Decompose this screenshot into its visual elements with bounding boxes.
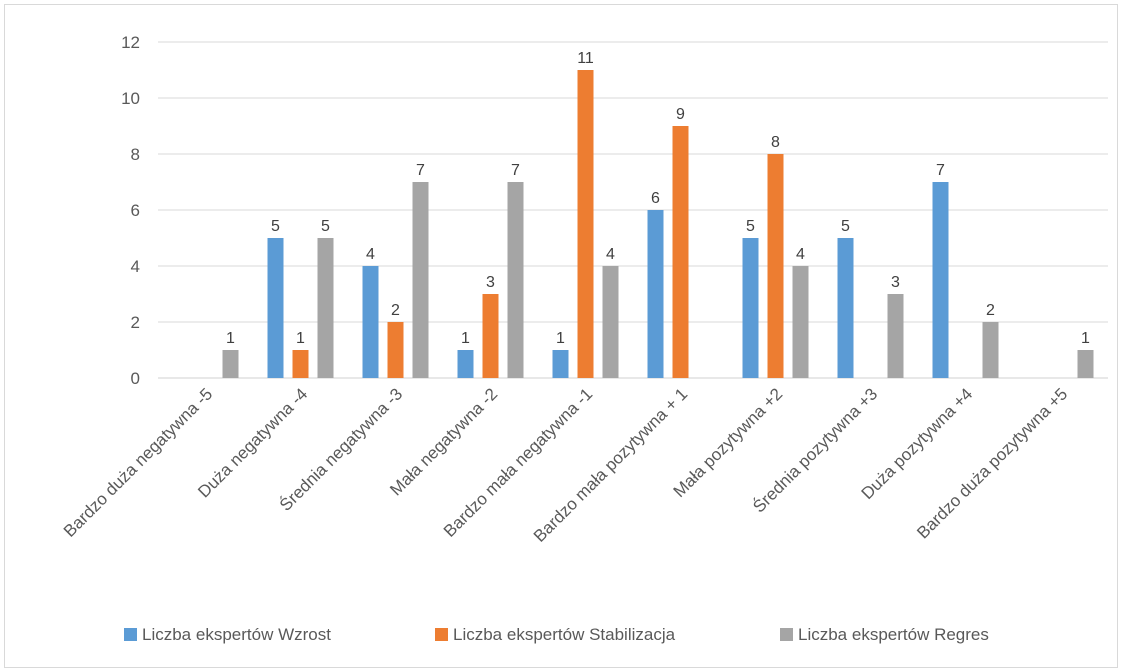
data-label: 5 [746,218,755,235]
bar [412,182,429,378]
data-label: 3 [891,274,900,291]
data-label: 4 [366,246,375,263]
bar [577,70,594,378]
data-label: 11 [577,50,594,67]
data-label: 1 [1081,330,1090,347]
y-tick-label: 12 [121,33,140,52]
y-tick-label: 2 [131,313,140,332]
legend-swatch [435,628,448,641]
y-tick-label: 4 [131,257,140,276]
bar [932,182,949,378]
bar [292,350,309,378]
data-label: 1 [461,330,470,347]
data-label: 3 [486,274,495,291]
y-tick-label: 10 [121,89,140,108]
bar [672,126,689,378]
data-label: 2 [391,302,400,319]
bar [982,322,999,378]
bar [647,210,664,378]
legend-label: Liczba ekspertów Wzrost [142,625,331,644]
bar [267,238,284,378]
data-label: 9 [676,106,685,123]
bar [887,294,904,378]
bar [482,294,499,378]
data-label: 1 [296,330,305,347]
bar [742,238,759,378]
y-tick-label: 8 [131,145,140,164]
data-label: 4 [606,246,615,263]
x-category-label: Bardzo duża negatywna -5 [60,384,216,540]
legend-label: Liczba ekspertów Stabilizacja [453,625,676,644]
data-label: 8 [771,134,780,151]
legend: Liczba ekspertów Wzrost Liczba ekspertów … [124,625,989,644]
chart-frame [4,4,1118,668]
data-label: 7 [936,162,945,179]
bar [457,350,474,378]
bar [362,266,379,378]
data-label: 2 [986,302,995,319]
data-label: 1 [556,330,565,347]
y-tick-label: 6 [131,201,140,220]
bar [1077,350,1094,378]
gridlines [158,41,1108,379]
x-category-label: Bardzo mała pozytywna + 1 [530,384,691,545]
bar [767,154,784,378]
data-label: 6 [651,190,660,207]
data-label: 5 [271,218,280,235]
legend-label: Liczba ekspertów Regres [798,625,989,644]
data-label: 4 [796,246,805,263]
bar [222,350,239,378]
legend-swatch [780,628,793,641]
x-category-label: Bardzo duża pozytywna +5 [913,384,1071,542]
data-label: 5 [321,218,330,235]
bar [602,266,619,378]
data-label: 7 [511,162,520,179]
bar [837,238,854,378]
bar [317,238,334,378]
data-label: 5 [841,218,850,235]
bar [387,322,404,378]
bar [792,266,809,378]
bars [222,70,1094,378]
y-axis-ticks: 0 2 4 6 8 10 12 [121,33,140,388]
y-tick-label: 0 [131,369,140,388]
data-label: 1 [226,330,235,347]
bar [507,182,524,378]
data-label: 7 [416,162,425,179]
legend-swatch [124,628,137,641]
bar [552,350,569,378]
